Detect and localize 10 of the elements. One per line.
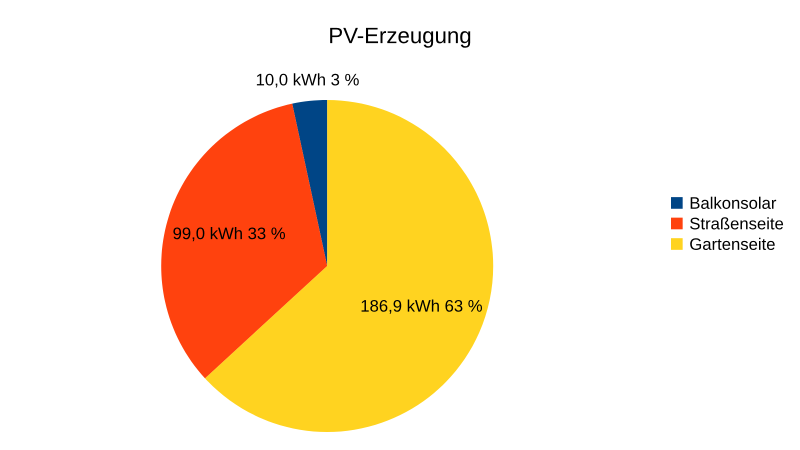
pie-slice — [161, 104, 328, 378]
data-label: 10,0 kWh 3 % — [256, 73, 359, 88]
legend-label: Straßenseite — [690, 217, 784, 230]
data-label: 99,0 kWh 33 % — [173, 227, 286, 242]
legend-label: Gartenseite — [690, 238, 775, 250]
chart-title: PV-Erzeugung — [330, 28, 470, 48]
legend-label: Balkonsolar — [690, 196, 776, 209]
pie-slice — [205, 100, 494, 432]
data-label: 186,9 kWh 63 % — [362, 300, 482, 314]
pie-slice — [292, 100, 328, 266]
